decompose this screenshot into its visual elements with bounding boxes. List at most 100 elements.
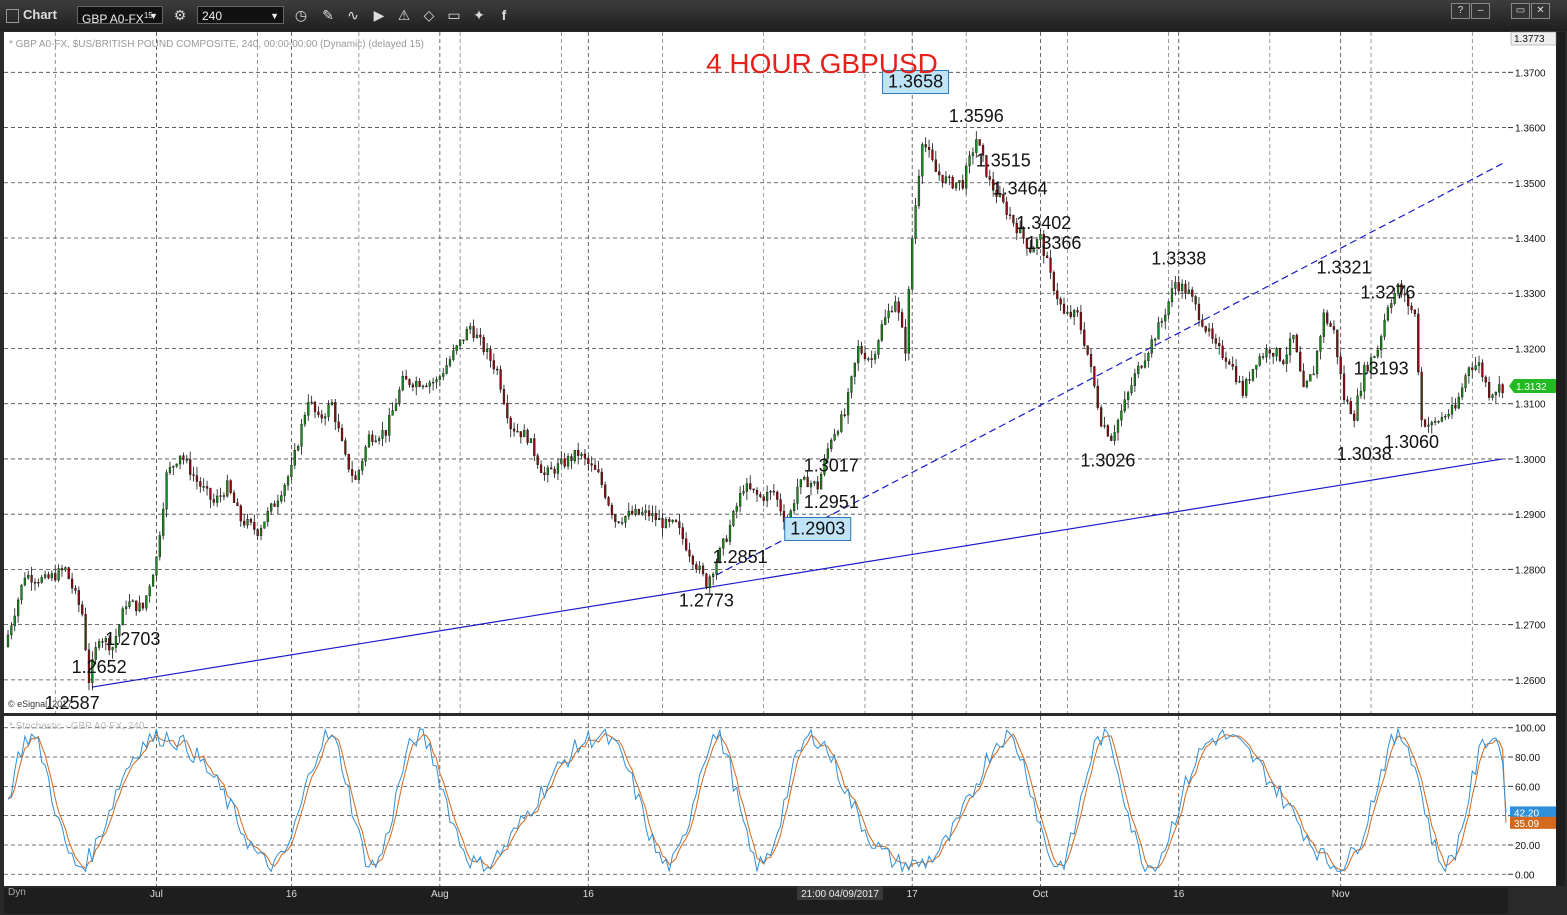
candle-body	[64, 567, 67, 571]
candle-body	[587, 458, 590, 464]
stoch-tick-label: 20.00	[1515, 841, 1540, 852]
candle-body	[867, 358, 870, 360]
candle-body	[1461, 387, 1464, 398]
candle-body	[499, 369, 502, 390]
candle-body	[239, 505, 242, 522]
candle-body	[229, 480, 232, 493]
play-icon[interactable]: ▶	[373, 7, 385, 23]
price-label: 1.3038	[1337, 444, 1392, 464]
candle-body	[1187, 289, 1190, 294]
candle-body	[1447, 414, 1450, 417]
candle-body	[543, 472, 546, 475]
candle-body	[303, 415, 307, 425]
stochastic-header: * Stochastic - GBP A0-FX, 240	[9, 721, 145, 732]
candle-body	[857, 346, 860, 364]
candle-body	[1413, 309, 1417, 315]
candle-body	[934, 159, 937, 172]
candle-body	[860, 346, 863, 354]
candle-body	[1184, 283, 1187, 294]
twitter-icon[interactable]: ✦	[473, 7, 485, 23]
candle-body	[357, 470, 361, 480]
candle-body	[1356, 395, 1359, 421]
restore-button[interactable]: ▭	[1511, 3, 1530, 19]
close-button[interactable]: ✕	[1531, 3, 1550, 19]
crosshair-time: 21:00 04/09/2017	[801, 889, 879, 900]
symbol-input[interactable]: GBP A0-FX15 ▼	[77, 6, 163, 26]
candle-body	[853, 362, 856, 377]
candle-body	[347, 454, 350, 470]
candle-body	[1319, 336, 1322, 352]
candle-body	[661, 518, 664, 529]
comment-icon[interactable]: ▭	[447, 7, 461, 23]
candle-body	[975, 139, 978, 153]
candle-body	[371, 434, 374, 443]
candle-body	[637, 508, 641, 515]
candle-body	[921, 144, 924, 177]
candle-body	[1079, 311, 1083, 331]
tag-icon[interactable]: ◇	[423, 7, 435, 23]
candle-body	[91, 659, 94, 683]
candle-body	[404, 375, 408, 380]
candle-body	[715, 561, 718, 575]
clock-icon[interactable]: ◷	[294, 7, 308, 23]
price-label: 1.2951	[804, 492, 859, 512]
candle-body	[431, 381, 435, 384]
minimize-button[interactable]: –	[1471, 3, 1490, 19]
candle-body	[1164, 314, 1167, 322]
settings-icon[interactable]: ⚙	[173, 7, 187, 23]
candle-body	[1396, 283, 1400, 294]
pencil-icon[interactable]: ✎	[322, 7, 334, 23]
candle-body	[337, 421, 340, 429]
candle-body	[1454, 404, 1457, 409]
candle-body	[506, 402, 509, 419]
candle-body	[168, 467, 172, 473]
interval-input[interactable]: 240 ▼	[197, 6, 284, 24]
candle-body	[1464, 375, 1467, 389]
candle-body	[1471, 367, 1474, 370]
candle-body	[1062, 303, 1066, 314]
price-tick-label: 1.3300	[1515, 289, 1546, 300]
candle-body	[961, 180, 964, 189]
stoch-last-box	[1510, 816, 1556, 829]
candle-body	[30, 574, 33, 583]
trendline	[716, 162, 1503, 576]
toolbar: Chart GBP A0-FX15 ▼ ⚙ 240 ▼ ◷ ✎ ∿ ▶ ⚠ ◇ …	[0, 0, 1567, 32]
crosshair-time-box	[797, 886, 883, 900]
candle-body	[1312, 373, 1315, 376]
candle-body	[641, 512, 644, 515]
window-title: Chart	[23, 7, 57, 22]
facebook-icon[interactable]: f	[501, 7, 507, 23]
candle-body	[769, 490, 772, 493]
candle-body	[1353, 413, 1356, 421]
right-scrollbar[interactable]	[1556, 32, 1565, 886]
candle-body	[475, 334, 479, 338]
candle-body	[259, 528, 263, 536]
candle-body	[1369, 357, 1373, 372]
candle-body	[293, 450, 296, 466]
price-tick-label: 1.2900	[1515, 510, 1546, 521]
candle-body	[533, 438, 536, 456]
window-grip-icon[interactable]	[6, 9, 19, 23]
candle-body	[108, 638, 111, 651]
candle-body	[1096, 385, 1099, 408]
candle-body	[435, 379, 438, 383]
candle-body	[944, 176, 948, 183]
help-button[interactable]: ?	[1451, 3, 1470, 19]
line-tool-icon[interactable]: ∿	[347, 7, 359, 23]
stoch-tick-label: 80.00	[1515, 753, 1540, 764]
candle-body	[1056, 290, 1059, 300]
candle-body	[664, 519, 668, 529]
candle-body	[674, 519, 678, 522]
candle-body	[408, 379, 411, 385]
alert-icon[interactable]: ⚠	[397, 7, 411, 23]
candle-body	[1332, 326, 1336, 331]
candle-body	[1106, 425, 1110, 437]
candle-body	[172, 465, 175, 468]
dynamic-toggle[interactable]: Dyn	[8, 887, 26, 898]
price-label: 1.3366	[1026, 233, 1081, 253]
candle-body	[428, 382, 431, 387]
candle-body	[971, 152, 975, 156]
candle-body	[1403, 293, 1406, 296]
candle-body	[57, 568, 60, 581]
